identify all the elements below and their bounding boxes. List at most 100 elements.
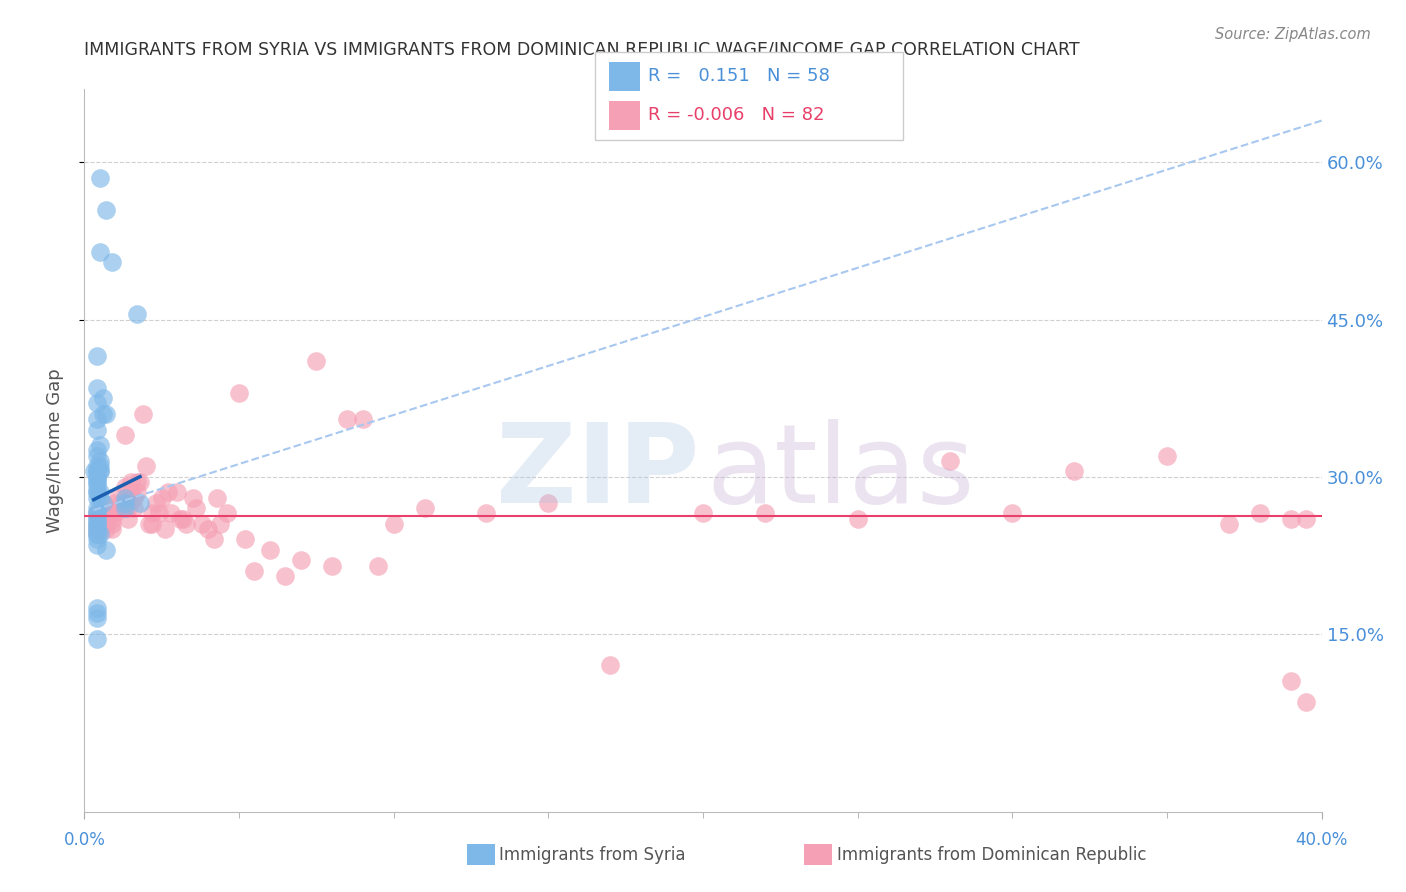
Point (86, 527, 108, 541)
Point (86, 632, 108, 646)
Point (83, 464, 105, 478)
Point (166, 485, 188, 500)
Point (89, 491, 111, 505)
Point (290, 553, 312, 567)
Point (94, 543, 117, 558)
Point (141, 506, 163, 520)
Point (86, 516, 108, 531)
Text: atlas: atlas (707, 418, 976, 525)
Point (1249, 506, 1271, 520)
Point (120, 485, 142, 500)
Point (352, 412, 374, 426)
Point (86, 606, 108, 620)
Point (89, 511, 111, 525)
Point (114, 496, 136, 510)
Point (114, 501, 136, 516)
Point (202, 533, 225, 547)
Point (89, 527, 111, 541)
Point (207, 491, 229, 505)
Point (846, 511, 869, 525)
Point (86, 396, 108, 410)
Point (191, 516, 214, 531)
Point (228, 385, 250, 400)
Point (156, 485, 179, 500)
Point (1001, 506, 1024, 520)
Point (86, 522, 108, 536)
Point (117, 485, 139, 500)
Point (160, 506, 183, 520)
Point (86, 511, 108, 525)
Text: Immigrants from Syria: Immigrants from Syria (499, 846, 686, 863)
Point (91, 391, 114, 405)
Point (125, 485, 148, 500)
Point (101, 522, 124, 536)
Point (599, 658, 621, 673)
Point (86, 475, 108, 489)
Point (86, 475, 108, 489)
Point (209, 516, 232, 531)
Point (86, 527, 108, 541)
Text: Source: ZipAtlas.com: Source: ZipAtlas.com (1215, 27, 1371, 42)
Point (86, 443, 108, 458)
Point (145, 496, 167, 510)
Point (86, 469, 108, 483)
Point (169, 511, 191, 525)
Point (172, 511, 194, 525)
Point (122, 491, 145, 505)
Point (114, 491, 136, 505)
Point (101, 506, 124, 520)
Point (122, 501, 145, 516)
Point (86, 459, 108, 474)
Point (259, 543, 281, 558)
Point (215, 506, 238, 520)
Point (1279, 673, 1302, 688)
Point (91, 496, 114, 510)
Point (336, 412, 359, 426)
Point (86, 511, 108, 525)
Y-axis label: Wage/Income Gap: Wage/Income Gap (45, 368, 63, 533)
Point (94, 522, 117, 536)
Point (89, 485, 111, 500)
Point (1279, 511, 1302, 525)
Point (94, 516, 117, 531)
Point (129, 475, 152, 489)
Point (89, 244, 111, 259)
Point (89, 464, 111, 478)
Point (86, 501, 108, 516)
Point (89, 171, 111, 186)
Point (86, 423, 108, 437)
Point (101, 516, 124, 531)
Point (141, 516, 163, 531)
Point (86, 412, 108, 426)
Point (939, 454, 962, 468)
Point (120, 475, 142, 489)
Point (86, 349, 108, 363)
Point (129, 496, 152, 510)
Point (101, 511, 124, 525)
Point (305, 354, 328, 368)
Point (89, 459, 111, 474)
Point (321, 558, 343, 573)
Point (86, 464, 108, 478)
Point (86, 480, 108, 494)
Point (86, 533, 108, 547)
Point (94, 407, 117, 421)
Point (86, 611, 108, 625)
Point (110, 496, 132, 510)
Point (86, 516, 108, 531)
Point (86, 491, 108, 505)
Text: Immigrants from Dominican Republic: Immigrants from Dominican Republic (837, 846, 1146, 863)
Point (86, 506, 108, 520)
Point (117, 501, 139, 516)
Point (86, 381, 108, 395)
Point (1156, 449, 1178, 463)
Point (86, 522, 108, 536)
Point (86, 600, 108, 615)
Point (125, 475, 148, 489)
Point (1295, 511, 1317, 525)
Point (86, 464, 108, 478)
Point (132, 407, 155, 421)
Text: 40.0%: 40.0% (1295, 831, 1348, 849)
Point (101, 255, 124, 269)
Point (1218, 516, 1240, 531)
